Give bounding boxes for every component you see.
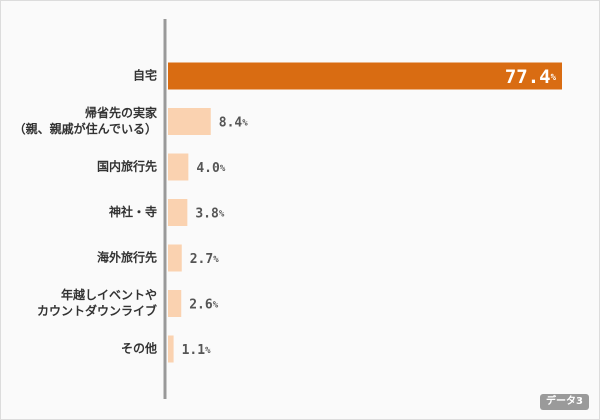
value-unit: % (213, 255, 219, 265)
category-label: 自宅 (133, 68, 157, 83)
category-label: 国内旅行先 (97, 159, 157, 174)
bar (168, 153, 189, 181)
category-label-line: 神社・寺 (109, 204, 157, 219)
value-label: 3.8% (195, 206, 224, 221)
value-unit: % (205, 346, 211, 356)
bar (168, 335, 174, 363)
value-number: 8.4 (219, 115, 243, 130)
category-label-line: 国内旅行先 (97, 159, 157, 174)
value-number: 3.8 (195, 206, 219, 221)
category-label: 年越しイベントやカウントダウンライブ (37, 287, 157, 318)
value-unit: % (220, 164, 226, 174)
value-number: 2.6 (189, 297, 213, 312)
value-unit: % (242, 118, 248, 128)
value-label: 4.0% (196, 161, 225, 176)
value-label: 1.1% (182, 343, 211, 358)
bar (168, 62, 562, 90)
value-label: 2.6% (189, 297, 218, 312)
category-label: その他 (121, 341, 157, 356)
category-label: 海外旅行先 (97, 250, 157, 265)
bar (168, 290, 182, 317)
data-badge: データ3 (540, 394, 589, 410)
category-label-line: 海外旅行先 (97, 250, 157, 265)
category-label-line: （親、親戚が住んでいる） (14, 121, 157, 136)
category-label-line: 年越しイベントや (61, 287, 157, 302)
category-label-line: 自宅 (133, 68, 157, 83)
value-label: 2.7% (190, 252, 219, 267)
value-number: 2.7 (190, 252, 213, 267)
category-label: 帰省先の実家（親、親戚が住んでいる） (14, 105, 158, 136)
value-label: 8.4% (219, 115, 248, 130)
value-unit: % (551, 73, 557, 83)
value-label: 77.4% (505, 66, 557, 88)
value-number: 77.4 (505, 66, 551, 88)
bar (168, 199, 188, 226)
category-label-line: 帰省先の実家 (85, 105, 158, 120)
value-number: 1.1 (182, 343, 206, 358)
value-number: 4.0 (196, 161, 220, 176)
value-unit: % (213, 300, 219, 310)
category-label-line: カウントダウンライブ (37, 303, 157, 318)
bar (168, 244, 182, 272)
category-label-line: その他 (121, 341, 157, 356)
category-label: 神社・寺 (109, 204, 157, 219)
value-unit: % (219, 209, 225, 219)
bar (168, 108, 211, 135)
